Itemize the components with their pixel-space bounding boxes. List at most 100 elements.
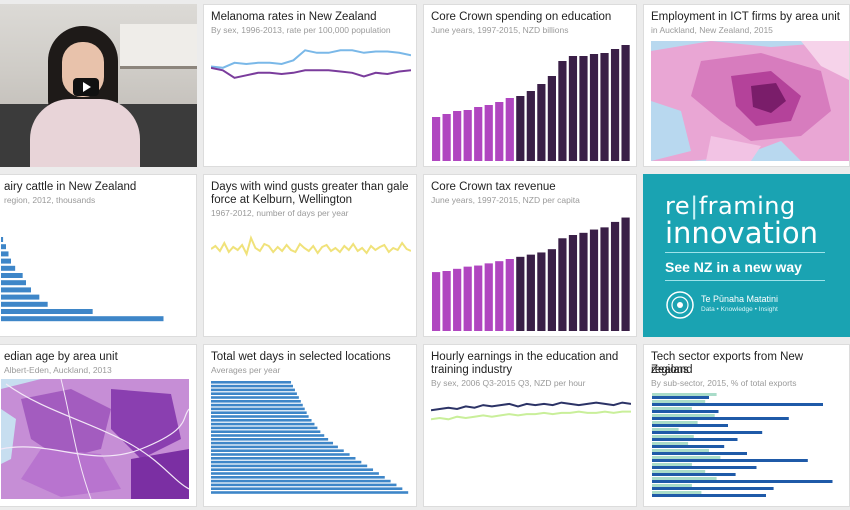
bar [211,419,312,422]
bar-blue [652,396,709,399]
bar-green [652,456,721,459]
bar [1,316,164,322]
bar [211,381,292,384]
bar-blue [652,459,808,462]
bar-blue [652,494,766,497]
bar [484,105,493,161]
tile-title: airy cattle in New Zealand [4,181,137,193]
bar [1,309,93,314]
bar-blue [652,431,763,434]
hourly-earnings-tile[interactable]: Hourly earnings in the education and tra… [423,344,637,507]
bar [211,449,344,452]
bar [211,445,338,449]
bar-green [652,428,679,431]
bar [600,227,609,331]
reframing-innovation-tile[interactable]: re|framing innovation See NZ in a new wa… [643,174,850,337]
median-age-tile[interactable]: edian age by area unit Albert-Eden, Auck… [0,344,197,507]
tax-revenue-tile[interactable]: Core Crown tax revenue June years, 1997-… [423,174,637,337]
series-line [211,66,411,79]
bar [211,457,356,460]
bar-green [652,407,692,410]
bar [516,96,525,161]
melanoma-tile[interactable]: Melanoma rates in New Zealand By sex, 19… [203,4,417,167]
video-tile[interactable] [0,4,197,167]
bar [211,476,385,479]
play-icon[interactable] [83,82,91,92]
tile-title-line1: Days with wind gusts greater than gale [211,181,409,193]
tile-title: Employment in ICT firms by area unit [651,11,840,23]
ict-employment-tile[interactable]: Employment in ICT firms by area unit in … [643,4,850,167]
bar [526,91,535,161]
bar [211,407,305,411]
tile-title-line1: Tech sector exports from New Zealand [651,351,804,376]
bar-green [652,442,689,445]
bar [211,464,368,468]
bar [600,53,609,161]
tile-subtitle: Albert-Eden, Auckland, 2013 [4,365,112,375]
bar [568,235,578,331]
tile-title: Core Crown tax revenue [431,181,556,193]
wind-line-chart [211,235,411,257]
bar [211,392,297,395]
wind-gusts-tile[interactable]: Days with wind gusts greater than gale f… [203,174,417,337]
bar-blue [652,473,736,476]
tile-title: Total wet days in selected locations [211,351,391,363]
bar [537,84,546,161]
bar [211,396,299,399]
video-shelf [120,24,197,69]
bar [589,54,599,161]
bar [442,271,451,331]
bar [442,114,451,161]
bar [484,263,493,331]
bar [211,491,409,494]
bar [211,483,397,487]
bar [1,280,26,286]
bar-blue [652,424,728,427]
promo-tagline: See NZ in a new way [665,259,802,275]
bar [474,107,483,161]
bar-green [652,491,702,494]
bar [516,256,525,331]
bar [211,468,374,471]
tile-title: edian age by area unit [4,351,118,363]
series-line [431,410,631,421]
wet-days-bar-chart [211,381,409,494]
bar [495,261,504,331]
bar-blue [652,417,789,420]
tile-title-line2: force at Kelburn, Wellington [211,194,353,206]
promo-heading-line2: innovation [665,216,819,250]
bar [610,221,620,331]
bar [495,102,504,161]
bar-blue [652,403,823,406]
bar-blue [652,487,774,490]
bar [1,287,31,293]
education-spending-tile[interactable]: Core Crown spending on education June ye… [423,4,637,167]
bar [211,411,307,414]
bar [1,294,40,300]
promo-divider-bottom [665,280,825,281]
bar [621,45,630,161]
bar [211,441,334,445]
play-button[interactable] [73,78,99,96]
org-name: Te Pūnaha Matatini [701,294,779,304]
bar [1,244,6,250]
series-line [431,401,631,412]
bar [211,388,295,392]
tech-exports-tile[interactable]: Tech sector exports from New Zealand reg… [643,344,850,507]
education-bar-chart [432,45,630,161]
bar [211,403,303,407]
tile-subtitle: region, 2012, thousands [4,195,96,205]
bar [505,98,514,161]
bar [579,232,588,331]
video-person-body [30,99,140,167]
tile-subtitle: By sub-sector, 2015, % of total exports [651,378,797,388]
tile-title-line1: Hourly earnings in the education and [431,351,619,363]
tile-title: Core Crown spending on education [431,11,612,23]
bar [526,254,535,331]
bar [211,422,315,426]
wet-days-tile[interactable]: Total wet days in selected locations Ave… [203,344,417,507]
bar [211,472,379,475]
bar [579,56,588,161]
dairy-cattle-tile[interactable]: airy cattle in New Zealand region, 2012,… [0,174,197,337]
org-logo-icon [666,291,694,319]
